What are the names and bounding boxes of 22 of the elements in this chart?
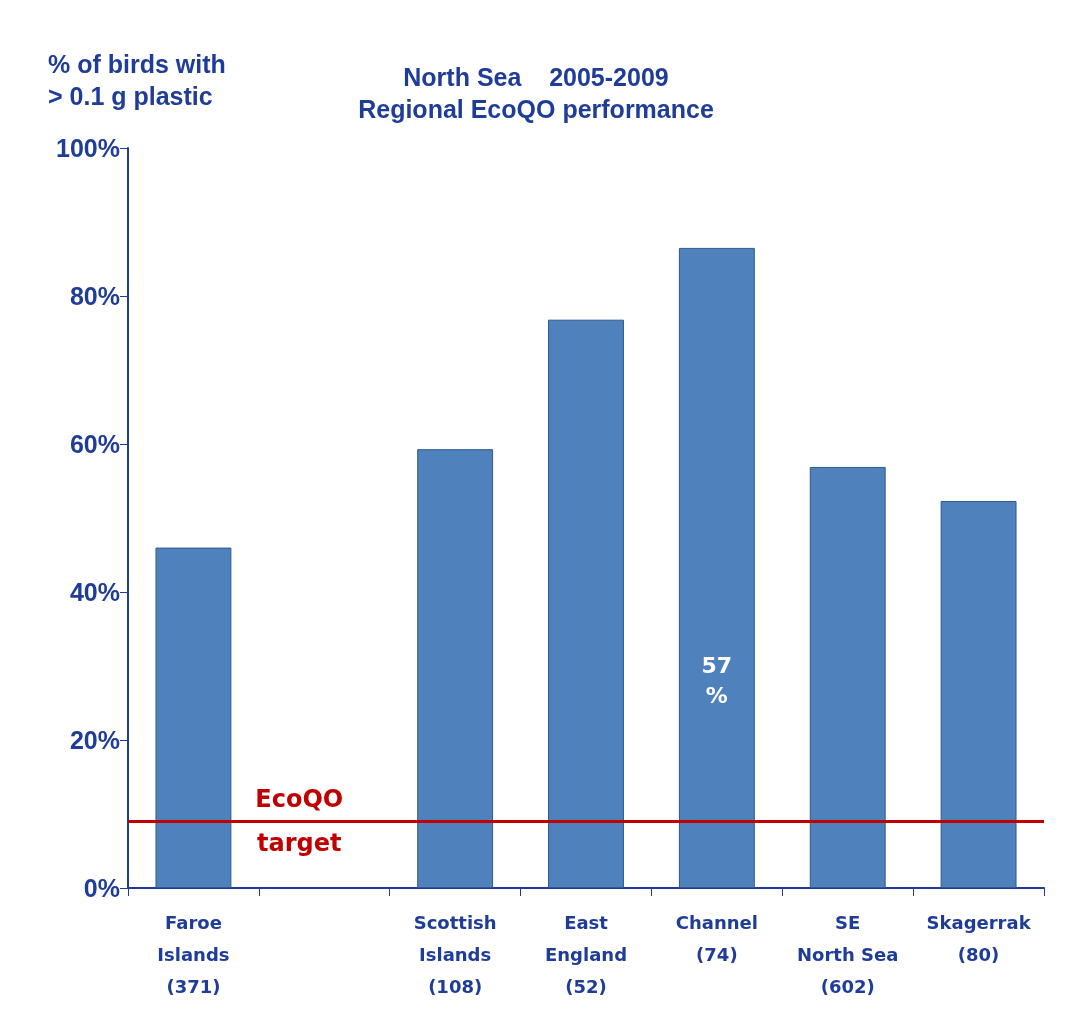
y-tick-label: 60% bbox=[69, 430, 120, 458]
y-axis-title: % of birds with > 0.1 g plastic bbox=[48, 50, 226, 110]
chart-title: North Sea 2005-2009 Regional EcoQO performance bbox=[358, 63, 714, 123]
x-tick-label: SE North Sea (602) bbox=[797, 911, 899, 997]
annotation: 57 % bbox=[701, 653, 733, 709]
y-tick-label: 100% bbox=[56, 134, 120, 162]
x-tick-label: Faroe Islands (371) bbox=[157, 911, 230, 997]
y-tick-label: 20% bbox=[69, 726, 120, 754]
x-tick-label: Skagerrak (80) bbox=[926, 911, 1032, 965]
bar bbox=[678, 247, 755, 888]
bar bbox=[548, 319, 624, 888]
ref-line-label: EcoQO target bbox=[255, 785, 344, 858]
y-tick-label: 80% bbox=[69, 282, 120, 310]
bar bbox=[809, 466, 886, 888]
x-tick-label: East England (52) bbox=[544, 911, 628, 997]
bar bbox=[417, 449, 494, 888]
x-tick-label: Scottish Islands (108) bbox=[413, 911, 497, 997]
y-tick-label: 0% bbox=[83, 874, 120, 902]
bar bbox=[940, 500, 1017, 888]
y-tick-label: 40% bbox=[69, 578, 120, 606]
bar bbox=[155, 547, 232, 888]
x-tick-label: Channel (74) bbox=[675, 911, 758, 965]
